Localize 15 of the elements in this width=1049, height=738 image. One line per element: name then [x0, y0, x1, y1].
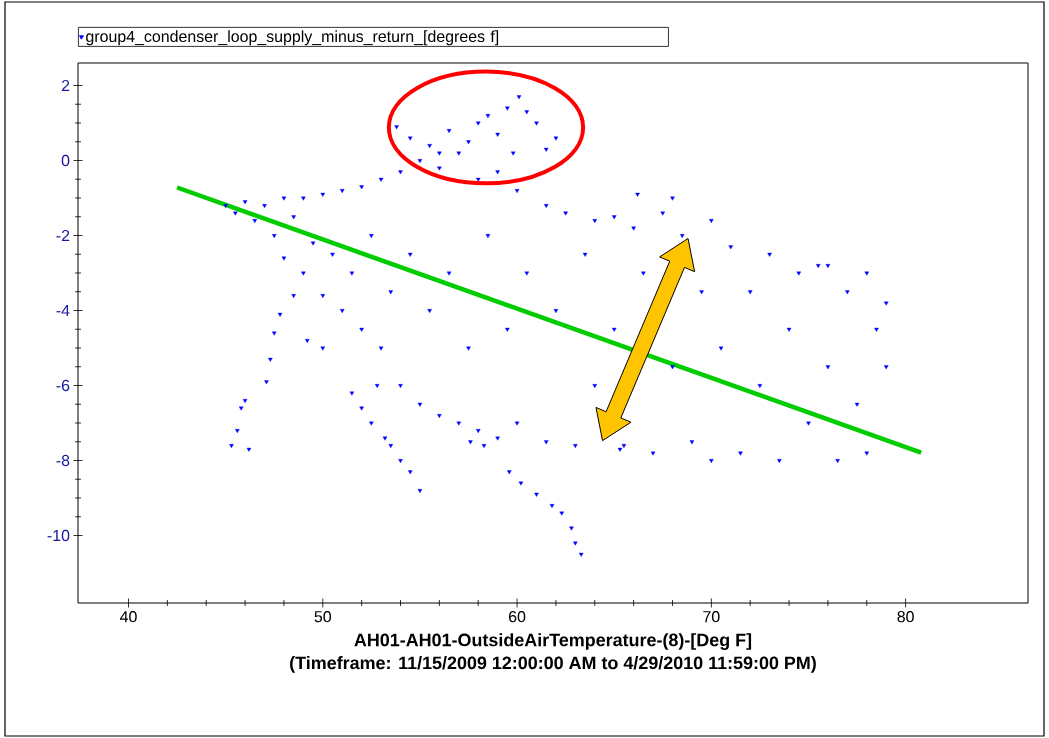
y-tick-label: -2 — [56, 229, 70, 242]
x-tick-label: 40 — [120, 611, 137, 623]
y-tick-label: -10 — [47, 529, 70, 542]
y-tick-label: 2 — [61, 79, 70, 92]
x-tick-label: 70 — [703, 611, 720, 623]
y-tick-label: 0 — [61, 154, 70, 167]
x-tick-label: 50 — [314, 611, 332, 623]
x-axis-title: AH01-AH01-OutsideAirTemperature-(8)-[Deg F] — [354, 633, 752, 650]
y-tick-label: -6 — [56, 379, 70, 392]
y-tick-label: -4 — [56, 305, 70, 316]
legend-label: group4_condenser_loop_supply_minus_return_[degrees f] — [86, 30, 499, 46]
x-tick-label: 60 — [509, 611, 526, 623]
y-tick-label: -8 — [56, 454, 70, 467]
text: (Timeframe: 11/15/2009 12:00:00 AM to 4/29/2010 11:59:00 PM) — [290, 656, 816, 673]
x-tick-label: 80 — [897, 611, 914, 623]
